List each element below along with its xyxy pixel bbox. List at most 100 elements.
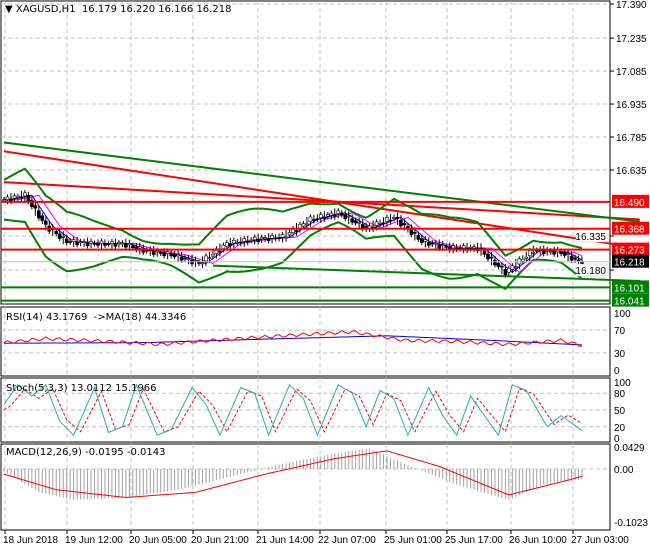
time-axis-label: 22 Jun 07:00	[318, 535, 376, 546]
candle	[228, 243, 233, 246]
rsi-axis-label: 100	[614, 309, 631, 320]
bollinger-upper	[3, 167, 583, 257]
candle	[183, 257, 187, 260]
ohlc-values: 16.179 16.220 16.166 16.218	[81, 4, 232, 15]
candle	[531, 252, 536, 254]
candle	[315, 218, 320, 220]
candle	[245, 240, 250, 243]
candle	[287, 232, 292, 236]
candle	[200, 262, 205, 265]
candle	[576, 259, 581, 262]
candle	[103, 243, 107, 246]
candle	[514, 266, 518, 268]
candle	[399, 220, 403, 227]
candle	[54, 230, 59, 234]
candle	[312, 219, 316, 221]
candle	[232, 240, 236, 244]
candle	[263, 237, 267, 240]
candle	[395, 216, 400, 219]
candle	[259, 237, 264, 240]
time-axis-label: 20 Jun 21:00	[191, 535, 249, 546]
stoch-axis-label: 50	[614, 406, 626, 417]
candle	[385, 217, 389, 222]
candle	[308, 216, 313, 222]
candle	[85, 242, 90, 246]
candle	[559, 251, 563, 254]
candle	[294, 230, 299, 232]
candle	[242, 237, 247, 242]
candle	[197, 262, 201, 264]
price-axis-label: 17.235	[616, 34, 647, 45]
price-axis-label: 16.785	[616, 133, 647, 144]
candle	[493, 259, 497, 266]
level-label: 16.368	[614, 225, 645, 236]
candle	[5, 196, 10, 200]
trendline	[3, 181, 640, 221]
time-axis-label: 19 Jun 12:00	[65, 535, 123, 546]
candle	[158, 252, 163, 254]
candle	[43, 220, 48, 225]
stoch-main-line	[3, 383, 583, 437]
rsi-line	[3, 330, 583, 347]
candle	[61, 236, 65, 238]
level-tag	[612, 242, 649, 256]
candle	[482, 250, 487, 255]
candle	[566, 253, 570, 255]
candle	[343, 214, 348, 219]
stoch-axis-label: 0	[614, 434, 620, 445]
bollinger-lower	[3, 218, 583, 291]
time-axis-label: 21 Jun 14:00	[256, 535, 314, 546]
candle	[57, 233, 62, 239]
candle	[472, 246, 476, 249]
candle	[221, 244, 226, 249]
candle	[277, 237, 281, 239]
candle	[120, 242, 125, 245]
candle	[78, 241, 83, 244]
candle	[89, 240, 93, 244]
candle	[444, 246, 449, 248]
candle	[68, 241, 72, 243]
candle	[461, 245, 466, 249]
candle	[12, 195, 17, 199]
candle	[503, 268, 508, 276]
candle	[106, 243, 111, 245]
candle	[238, 241, 243, 244]
symbol-label: XAGUSD,H1	[15, 4, 76, 15]
candle	[26, 194, 31, 202]
candle	[322, 216, 327, 219]
candle	[64, 238, 69, 244]
price-axis-label-bg	[575, 263, 609, 277]
level-tag	[612, 194, 649, 208]
time-axis-label: 25 Jun 01:00	[384, 535, 442, 546]
candle	[500, 265, 504, 268]
candle	[301, 223, 306, 227]
candle	[256, 238, 260, 242]
price-axis-label-bg	[575, 229, 609, 243]
candle	[176, 254, 180, 257]
candle	[524, 256, 529, 259]
candle	[71, 239, 76, 243]
trendline	[3, 150, 641, 250]
candle	[486, 253, 490, 260]
candle	[298, 224, 302, 229]
candle	[165, 251, 170, 254]
trendline	[212, 264, 640, 283]
candle	[179, 256, 184, 261]
candle	[2, 199, 6, 201]
candle	[430, 242, 435, 245]
stoch-signal-line	[3, 387, 583, 433]
candle	[124, 243, 128, 248]
candle	[562, 252, 567, 256]
time-axis-label: 20 Jun 05:00	[129, 535, 187, 546]
candle	[33, 205, 38, 209]
collapse-arrow-icon[interactable]: ▼	[5, 4, 16, 15]
price-axis-label: 16.635	[616, 166, 647, 177]
candle	[218, 250, 222, 253]
rsi-title: RSI(14) 43.1769 ->MA(18) 44.3346	[6, 312, 187, 323]
level-label: 16.490	[614, 198, 645, 209]
candle	[249, 239, 254, 242]
candle	[332, 214, 337, 217]
candle	[548, 250, 553, 253]
